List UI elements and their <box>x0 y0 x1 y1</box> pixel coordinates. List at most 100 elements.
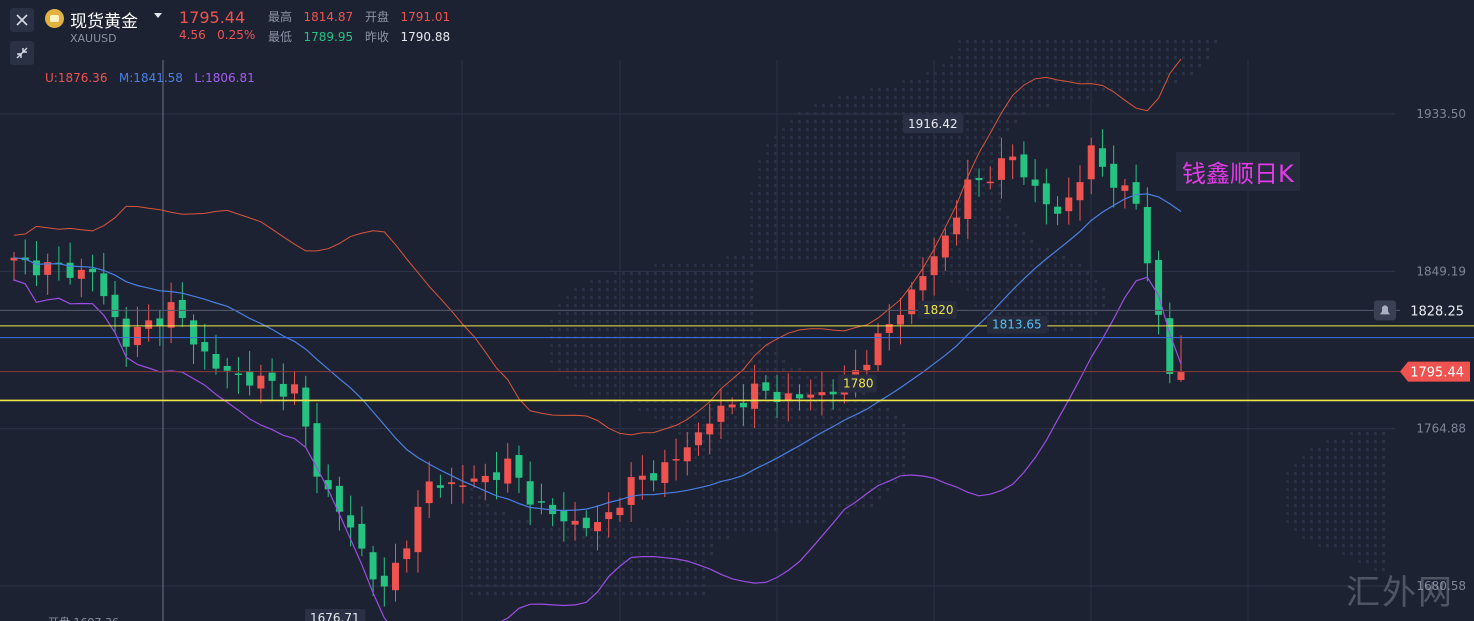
brand-watermark: 汇外网 <box>1346 573 1454 613</box>
candle-body-82 <box>930 256 938 276</box>
close-icon <box>16 14 28 26</box>
candle-body-28 <box>324 480 332 490</box>
axis-tick-2: 1764.88 <box>1416 422 1466 436</box>
high-label: 最高 <box>268 10 293 24</box>
candle-body-58 <box>661 462 669 483</box>
candle-body-6 <box>77 269 85 279</box>
candle-body-34 <box>392 562 400 591</box>
current-price-value: 1795.44 <box>1410 366 1464 381</box>
candle-body-31 <box>358 523 366 549</box>
instrument-title[interactable]: 现货黄金 <box>70 12 138 32</box>
last-price: 1795.44 <box>179 8 246 27</box>
candle-body-30 <box>347 515 355 528</box>
candle-body-9 <box>111 294 119 318</box>
candle-body-40 <box>459 485 467 487</box>
candle-body-51 <box>582 517 590 529</box>
label-1820-bg <box>918 300 957 319</box>
collapse-button[interactable] <box>10 41 34 65</box>
candle-body-71 <box>807 394 815 398</box>
prev-close-stat: 昨收 1790.88 <box>365 28 450 45</box>
axis-tick-0: 1933.50 <box>1416 107 1466 121</box>
candle-body-24 <box>279 383 287 397</box>
candle-body-15 <box>178 299 186 319</box>
candle-body-64 <box>728 404 736 408</box>
candle-body-49 <box>560 510 568 522</box>
candle-body-59 <box>672 459 680 461</box>
candle-body-67 <box>762 382 770 391</box>
candle-body-100 <box>1132 182 1140 204</box>
candle-body-38 <box>436 485 444 488</box>
candle-body-81 <box>919 276 927 291</box>
candle-body-68 <box>773 391 781 402</box>
candle-body-55 <box>627 477 635 505</box>
candle-body-95 <box>1076 182 1084 201</box>
candle-body-44 <box>504 458 512 484</box>
candle-body-102 <box>1155 259 1163 315</box>
candle-body-69 <box>784 393 792 401</box>
change-value: 4.56 <box>179 28 206 42</box>
candle-body-52 <box>594 522 601 532</box>
label-1780: 1780 <box>843 376 874 390</box>
candle-body-89 <box>1009 156 1017 161</box>
candle-body-72 <box>818 392 826 396</box>
candle-body-86 <box>975 177 983 181</box>
candle-body-91 <box>1031 179 1039 186</box>
candle-body-75 <box>852 370 860 379</box>
candle-body-66 <box>751 383 759 409</box>
candle-body-7 <box>89 268 97 273</box>
collapse-icon <box>16 47 28 59</box>
candle-body-10 <box>122 318 130 347</box>
candle-body-45 <box>515 455 523 478</box>
candle-body-85 <box>964 179 972 220</box>
low-marker-bg <box>305 609 366 621</box>
close-button[interactable] <box>10 8 34 32</box>
boll-lower-line <box>13 276 1182 621</box>
candle-body-96 <box>1087 145 1095 180</box>
boll-middle: M:1841.58 <box>118 71 183 85</box>
candle-body-32 <box>369 552 377 580</box>
candle-body-13 <box>156 318 164 326</box>
candle-body-27 <box>313 423 321 477</box>
candle-body-46 <box>526 481 534 505</box>
label-1820: 1820 <box>923 303 954 317</box>
candle-body-36 <box>414 506 422 553</box>
candle-body-101 <box>1143 207 1151 264</box>
candle-body-60 <box>683 447 691 462</box>
high-marker-bg <box>903 115 964 133</box>
candle-body-26 <box>302 387 310 427</box>
candle-body-29 <box>335 485 343 512</box>
boll-middle-line <box>13 193 1182 512</box>
candle-body-47 <box>537 501 545 503</box>
candle-body-19 <box>223 365 231 371</box>
watermark-label: 钱鑫顺日K <box>1176 152 1300 191</box>
candle-body-93 <box>1054 206 1062 214</box>
price-change: 4.56 0.25% <box>179 28 255 42</box>
candle-body-56 <box>638 475 646 480</box>
candle-body-77 <box>874 333 882 366</box>
candle-body-16 <box>190 320 198 345</box>
label-1780-bg <box>838 374 877 393</box>
chevron-down-icon[interactable] <box>154 13 162 18</box>
candle-body-41 <box>470 478 478 482</box>
candle-body-80 <box>908 289 916 315</box>
candle-body-94 <box>1065 197 1073 212</box>
candle-body-87 <box>986 181 994 184</box>
candle-body-53 <box>605 512 613 520</box>
high-marker: 1916.42 <box>908 117 958 131</box>
gold-coin-icon <box>45 9 64 28</box>
candle-body-70 <box>795 394 803 399</box>
prev-close-label: 昨收 <box>365 30 390 44</box>
bollinger-legend: U:1876.36 M:1841.58 L:1806.81 <box>45 71 255 85</box>
candle-body-0 <box>10 257 18 261</box>
prev-close-value: 1790.88 <box>400 30 451 44</box>
candle-body-2 <box>32 260 40 276</box>
candle-body-37 <box>425 481 433 504</box>
candle-body-22 <box>257 375 265 389</box>
partial-open-label: 开盘 1697.36 <box>48 615 119 621</box>
candle-body-3 <box>44 262 52 275</box>
low-value: 1789.95 <box>303 30 354 44</box>
candle-body-21 <box>246 371 254 386</box>
low-stat: 最低 1789.95 <box>268 28 353 45</box>
candle-body-8 <box>100 273 108 297</box>
